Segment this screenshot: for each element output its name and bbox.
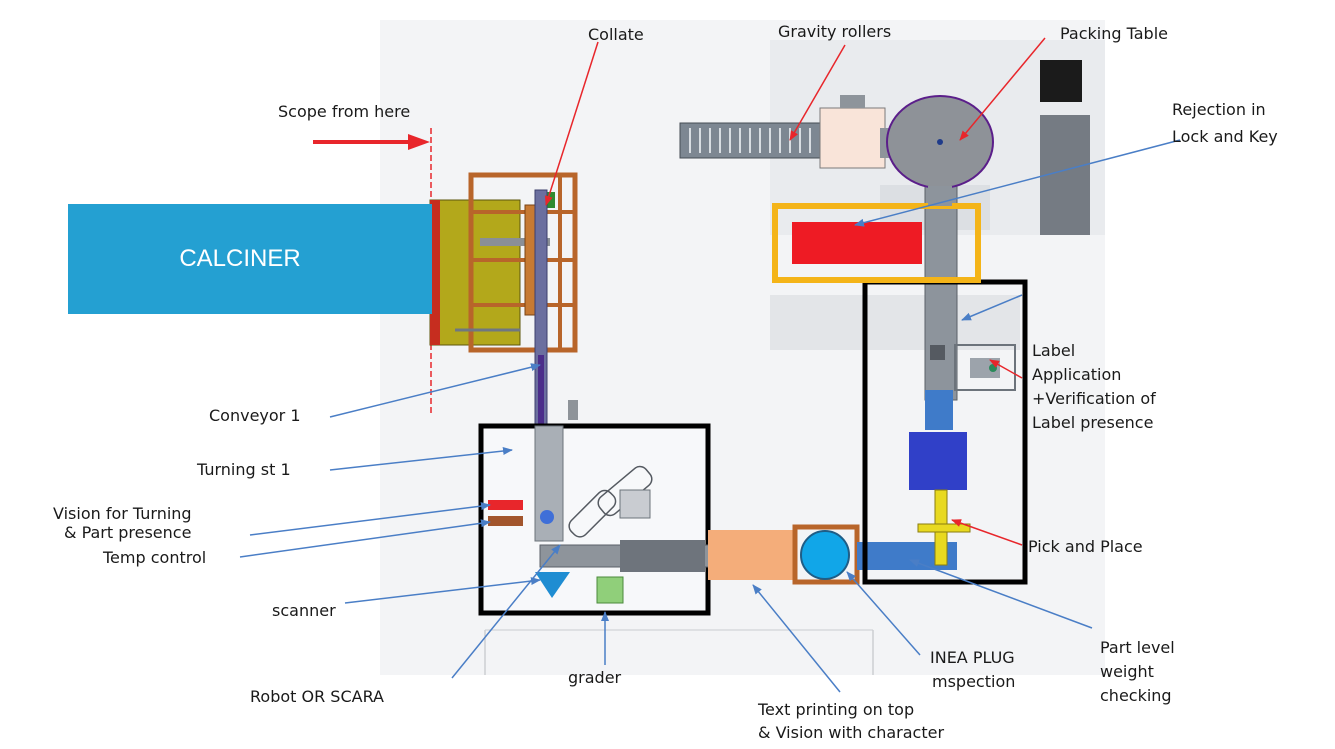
robot-arm bbox=[568, 465, 653, 538]
label-label-app-1: Label bbox=[1032, 341, 1076, 360]
label-turning-st-1: Turning st 1 bbox=[197, 460, 291, 479]
arrow-label-application bbox=[989, 359, 1023, 379]
roller-hood bbox=[819, 107, 886, 169]
label-temp-control: Temp control bbox=[103, 548, 207, 567]
label-part-level-3: checking bbox=[1100, 686, 1172, 705]
arrow-collate bbox=[544, 41, 599, 206]
label-label-app-3: +Verification of bbox=[1032, 389, 1156, 408]
calciner-block: CALCINER bbox=[68, 204, 432, 314]
label-text-printing-2: & Vision with character bbox=[758, 723, 945, 742]
grader-device bbox=[596, 576, 624, 604]
label-scanner: scanner bbox=[272, 601, 336, 620]
arrow-turning-st bbox=[329, 447, 513, 471]
arrow-conveyor-label bbox=[961, 294, 1023, 321]
label-vision-2: & Part presence bbox=[64, 523, 192, 542]
arrow-vision bbox=[249, 502, 491, 536]
label-pick-and-place: Pick and Place bbox=[1028, 537, 1143, 556]
label-inea-1: INEA PLUG bbox=[930, 648, 1015, 667]
arrow-robot bbox=[451, 544, 561, 679]
calciner-machine bbox=[429, 199, 521, 346]
label-part-level-1: Part level bbox=[1100, 638, 1175, 657]
rejection-bin bbox=[792, 222, 922, 264]
arrow-text-printing bbox=[752, 584, 841, 693]
label-robot: Robot OR SCARA bbox=[250, 687, 384, 706]
label-inea-2: mspection bbox=[932, 672, 1016, 691]
label-label-app-2: Application bbox=[1032, 365, 1122, 384]
label-packing-table: Packing Table bbox=[1060, 24, 1168, 43]
arrow-pick-place bbox=[951, 519, 1023, 546]
label-vision-1: Vision for Turning bbox=[53, 504, 192, 523]
scanner-device bbox=[535, 572, 570, 598]
label-collate: Collate bbox=[588, 25, 644, 44]
packing-cabinet-top bbox=[1040, 60, 1082, 102]
arrow-part-level bbox=[909, 559, 1093, 629]
weighing-unit bbox=[909, 432, 967, 490]
text-printing-station bbox=[708, 530, 793, 580]
label-rejection-2: Lock and Key bbox=[1172, 127, 1278, 146]
arrow-conveyor-1 bbox=[329, 363, 541, 418]
label-scope-from-here: Scope from here bbox=[278, 102, 411, 121]
label-part-level-2: weight bbox=[1100, 662, 1154, 681]
label-rejection-1: Rejection in bbox=[1172, 100, 1266, 119]
vision-sensor bbox=[488, 500, 523, 510]
collate-frame bbox=[468, 172, 578, 353]
arrow-temp-control bbox=[239, 519, 491, 558]
label-gravity-rollers: Gravity rollers bbox=[778, 22, 892, 41]
arrow-gravity-rollers bbox=[789, 44, 846, 141]
label-conveyor-1: Conveyor 1 bbox=[209, 406, 301, 425]
label-grader: grader bbox=[568, 668, 622, 687]
arrow-packing-table bbox=[959, 37, 1046, 141]
rejection-frame bbox=[772, 203, 981, 283]
arrow-scanner bbox=[344, 577, 541, 604]
label-text-printing-1: Text printing on top bbox=[758, 700, 915, 719]
label-applicator bbox=[954, 344, 1016, 391]
arrow-inea-plug bbox=[846, 571, 921, 656]
output-conveyor bbox=[924, 184, 958, 401]
temp-control-unit bbox=[488, 516, 523, 526]
inea-plug-inspection bbox=[800, 530, 850, 580]
label-label-app-4: Label presence bbox=[1032, 413, 1154, 432]
arrow-rejection bbox=[854, 139, 1181, 227]
